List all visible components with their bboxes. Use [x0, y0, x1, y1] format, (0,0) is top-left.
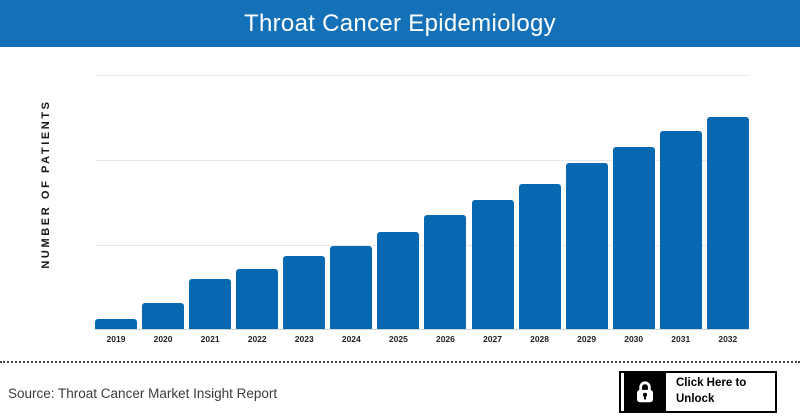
bar-2023: [283, 255, 326, 329]
x-tick-label: 2032: [718, 334, 738, 344]
x-tick-label: 2024: [341, 334, 361, 344]
gridline: [95, 244, 749, 246]
x-tick-label: 2026: [435, 334, 455, 344]
bar-column: 2029: [565, 76, 608, 344]
unlock-button-label: Click Here to Unlock: [666, 373, 775, 411]
bar-column: 2031: [659, 76, 702, 344]
bar-2030: [612, 147, 655, 329]
bar-2026: [424, 214, 467, 329]
bar-column: 2022: [236, 76, 279, 344]
y-axis-title: NUMBER OF PATIENTS: [40, 99, 52, 269]
bar-column: 2019: [95, 76, 137, 344]
header-banner: Throat Cancer Epidemiology: [0, 0, 800, 47]
x-tick-label: 2022: [247, 334, 267, 344]
unlock-button-label-line1: Click Here to: [676, 377, 747, 390]
gridline: [95, 160, 749, 162]
bar-2025: [377, 231, 420, 329]
bar-2019: [95, 319, 137, 329]
bar-column: 2027: [471, 76, 514, 344]
lock-icon: [636, 381, 654, 403]
bar-column: 2030: [612, 76, 655, 344]
bar-column: 2028: [518, 76, 561, 344]
bar-2028: [518, 184, 561, 329]
bar-2029: [565, 163, 608, 329]
bar-2024: [330, 245, 373, 329]
dotted-divider: [0, 361, 800, 363]
bar-2022: [236, 269, 279, 329]
bar-group: 2019 2020 2021 2022 2023 2024 2025 2026 2027 2028…: [95, 76, 749, 344]
bar-2021: [189, 279, 232, 329]
bar-2020: [142, 303, 185, 329]
x-tick-label: 2021: [200, 334, 220, 344]
bar-2031: [659, 130, 702, 329]
bar-column: 2026: [424, 76, 467, 344]
bar-2027: [471, 200, 514, 329]
x-tick-label: 2020: [153, 334, 173, 344]
bar-column: 2023: [283, 76, 326, 344]
x-tick-label: 2019: [106, 334, 126, 344]
bar-column: 2025: [377, 76, 420, 344]
x-tick-label: 2030: [624, 334, 644, 344]
x-tick-label: 2029: [577, 334, 597, 344]
lock-icon-box: [624, 373, 666, 411]
bar-column: 2032: [706, 76, 749, 344]
unlock-button-label-line2: Unlock: [676, 393, 715, 405]
unlock-button[interactable]: Click Here to Unlock: [619, 371, 777, 413]
bar-column: 2020: [142, 76, 185, 344]
x-tick-label: 2023: [294, 334, 314, 344]
bar-column: 2024: [330, 76, 373, 344]
bar-column: 2021: [189, 76, 232, 344]
source-text: Source: Throat Cancer Market Insight Rep…: [8, 386, 278, 401]
x-tick-label: 2031: [671, 334, 691, 344]
x-tick-label: 2028: [530, 334, 550, 344]
page-title: Throat Cancer Epidemiology: [244, 9, 556, 37]
x-tick-label: 2027: [483, 334, 502, 344]
x-tick-label: 2025: [388, 334, 408, 344]
bar-2032: [706, 116, 749, 329]
plot-area: 2019 2020 2021 2022 2023 2024 2025 2026 2027 2028…: [95, 75, 749, 344]
